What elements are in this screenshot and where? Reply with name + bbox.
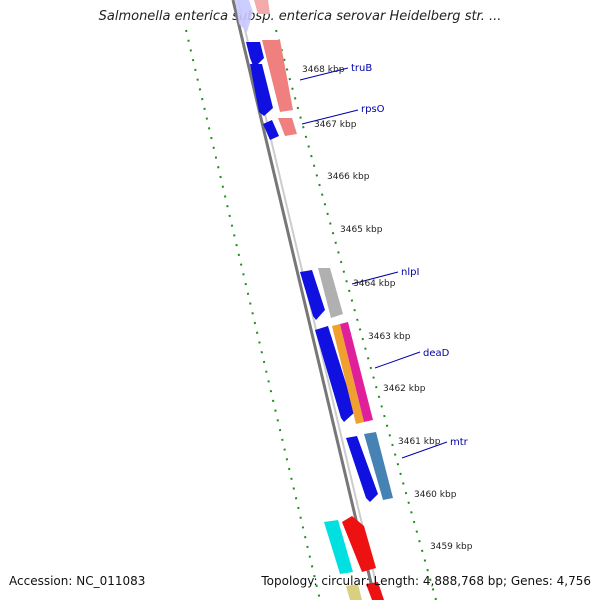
gene-feature[interactable] [315, 326, 355, 422]
gene-feature[interactable] [332, 324, 364, 424]
gene-feature[interactable] [250, 64, 273, 116]
tick-label: 3467 kbp [314, 120, 357, 130]
tick-label: 3463 kbp [368, 332, 411, 342]
gene-label-trub[interactable]: truB [351, 63, 372, 74]
gene-feature[interactable] [346, 436, 378, 502]
gene-feature[interactable] [246, 42, 264, 68]
gene-feature[interactable] [366, 582, 384, 600]
gene-feature[interactable] [263, 120, 279, 140]
gene-feature[interactable] [254, 0, 270, 14]
genome-backbone [231, 0, 377, 600]
gene-connector [351, 271, 399, 285]
genome-summary-text: Topology: circular; Length: 4,888,768 bp… [261, 574, 591, 588]
gene-label-dead[interactable]: deaD [423, 348, 450, 359]
gene-feature[interactable] [364, 432, 393, 500]
genome-title: Salmonella enterica subsp. enterica sero… [98, 9, 502, 24]
outer-tick-ring [185, 29, 321, 600]
tick-label: 3466 kbp [327, 172, 370, 182]
gene-feature[interactable] [278, 118, 297, 136]
gene-feature[interactable] [235, 0, 253, 32]
gene-connector [299, 67, 349, 81]
gene-feature[interactable] [340, 322, 373, 422]
gene-feature[interactable] [318, 268, 343, 318]
tick-label: 3461 kbp [398, 437, 441, 447]
gene-connector [374, 351, 421, 369]
gene-connector [301, 109, 359, 125]
tick-label: 3468 kbp [302, 65, 345, 75]
tick-label: 3462 kbp [383, 384, 426, 394]
tick-label: 3464 kbp [353, 279, 396, 289]
gene-connector [401, 441, 448, 459]
gene-label-rpso[interactable]: rpsO [361, 104, 385, 115]
gene-label-mtr[interactable]: mtr [450, 437, 469, 448]
accession-text: Accession: NC_011083 [9, 574, 146, 588]
tick-label: 3465 kbp [340, 225, 383, 235]
gene-feature[interactable] [346, 584, 362, 600]
tick-label: 3460 kbp [414, 490, 457, 500]
tick-label: 3459 kbp [430, 542, 473, 552]
gene-feature[interactable] [262, 40, 293, 112]
gene-feature[interactable] [342, 516, 376, 572]
gene-label-nlpi[interactable]: nlpI [401, 267, 419, 278]
gene-feature[interactable] [324, 520, 353, 574]
gene-feature[interactable] [300, 270, 325, 320]
